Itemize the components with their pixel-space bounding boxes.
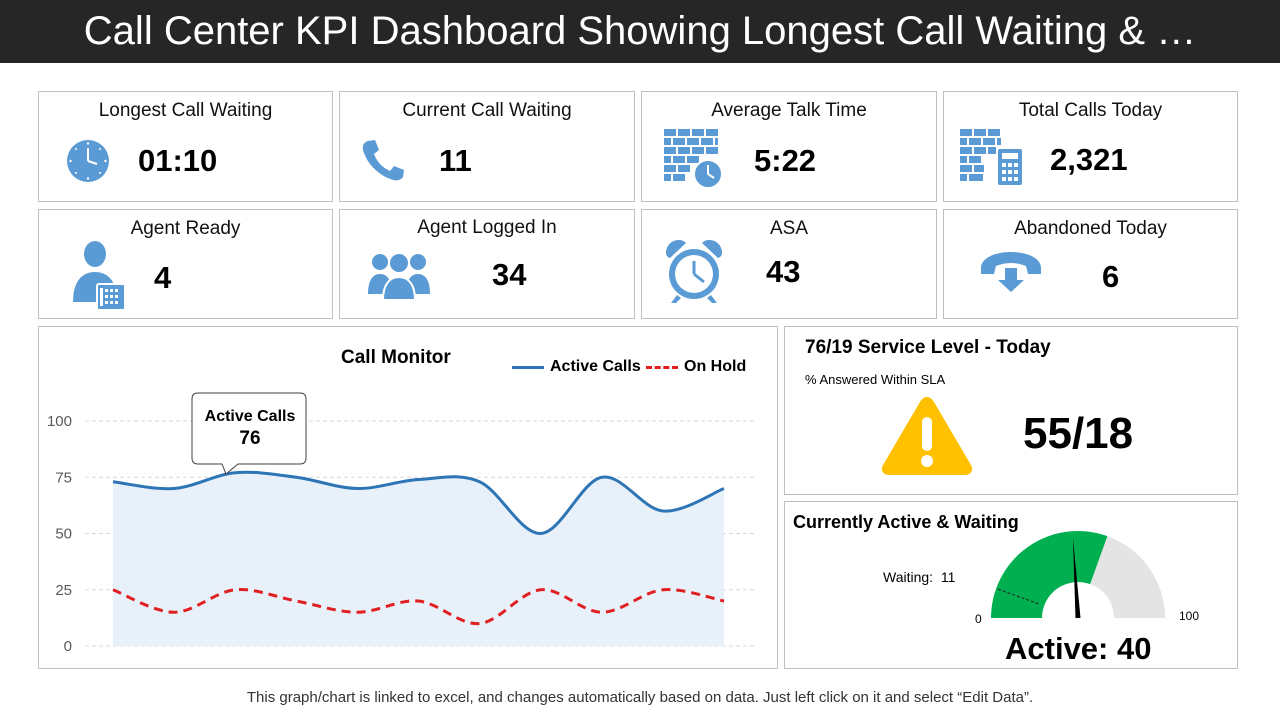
kpi-label: Agent Ready bbox=[130, 218, 241, 239]
kpi-card-agent-logged-in: Agent Logged In 34 bbox=[339, 209, 635, 319]
footer-note: This graph/chart is linked to excel, and… bbox=[246, 689, 1034, 706]
callout-label: Active Calls bbox=[204, 408, 296, 425]
kpi-label: Abandoned Today bbox=[1014, 218, 1167, 239]
legend-label-on-hold: On Hold bbox=[684, 358, 747, 375]
gauge-title: Currently Active & Waiting bbox=[793, 512, 1019, 532]
gauge-max-label: 100 bbox=[1179, 609, 1200, 623]
gauge-active-label: Active: 40 bbox=[1005, 631, 1152, 666]
kpi-card-longest-call-waiting: Longest Call Waiting 01:10 bbox=[38, 91, 333, 202]
gauge-min-label: 0 bbox=[975, 612, 982, 626]
kpi-card-current-call-waiting: Current Call Waiting 11 bbox=[339, 91, 635, 202]
kpi-card-agent-ready: Agent Ready 4 bbox=[38, 209, 333, 319]
phone-icon bbox=[362, 140, 404, 181]
agent-phone-icon bbox=[73, 241, 126, 311]
kpi-value: 5:22 bbox=[754, 143, 817, 178]
kpi-label: Agent Logged In bbox=[417, 217, 557, 238]
clock-icon bbox=[67, 140, 109, 182]
kpi-value: 6 bbox=[1102, 259, 1120, 294]
warning-icon bbox=[881, 397, 973, 475]
gauge-waiting-label: Waiting: 11 bbox=[883, 569, 956, 585]
sla-value: 55/18 bbox=[1023, 409, 1134, 458]
callout-value: 76 bbox=[239, 428, 261, 449]
kpi-value: 11 bbox=[439, 143, 472, 178]
building-clock-icon bbox=[664, 129, 723, 189]
alarm-clock-icon bbox=[666, 240, 722, 303]
title-bar bbox=[0, 0, 1280, 63]
sla-subtitle: % Answered Within SLA bbox=[805, 372, 946, 387]
sla-panel: 76/19 Service Level - Today % Answered W… bbox=[784, 326, 1238, 495]
sla-title: 76/19 Service Level - Today bbox=[805, 337, 1051, 358]
active-calls-callout bbox=[191, 392, 307, 475]
legend-swatch-on-hold bbox=[646, 365, 678, 369]
call-monitor-title: Call Monitor bbox=[341, 347, 451, 368]
hang-up-phone-icon bbox=[981, 252, 1041, 292]
legend-swatch-active bbox=[512, 365, 544, 369]
legend-active-calls: Active Calls bbox=[512, 358, 641, 376]
kpi-label: Average Talk Time bbox=[711, 100, 867, 121]
kpi-card-average-talk-time: Average Talk Time 5:22 bbox=[641, 91, 937, 202]
kpi-value: 2,321 bbox=[1050, 142, 1128, 177]
group-icon bbox=[368, 252, 430, 300]
kpi-label: Total Calls Today bbox=[1018, 100, 1163, 121]
kpi-card-total-calls-today: Total Calls Today 2,321 bbox=[943, 91, 1238, 202]
kpi-value: 01:10 bbox=[138, 143, 218, 178]
call-monitor-panel bbox=[38, 326, 778, 669]
kpi-value: 43 bbox=[766, 254, 801, 289]
kpi-value: 4 bbox=[154, 260, 172, 295]
building-calculator-icon bbox=[960, 129, 1022, 185]
kpi-value: 34 bbox=[492, 257, 527, 292]
legend-on-hold: On Hold bbox=[646, 358, 746, 376]
page-title: Call Center KPI Dashboard Showing Longes… bbox=[83, 9, 1197, 53]
kpi-label: ASA bbox=[769, 218, 809, 239]
kpi-label: Longest Call Waiting bbox=[98, 100, 273, 121]
legend-label-active: Active Calls bbox=[550, 358, 641, 375]
kpi-card-asa: ASA 43 bbox=[641, 209, 937, 319]
kpi-card-abandoned-today: Abandoned Today 6 bbox=[943, 209, 1238, 319]
kpi-label: Current Call Waiting bbox=[402, 100, 572, 121]
